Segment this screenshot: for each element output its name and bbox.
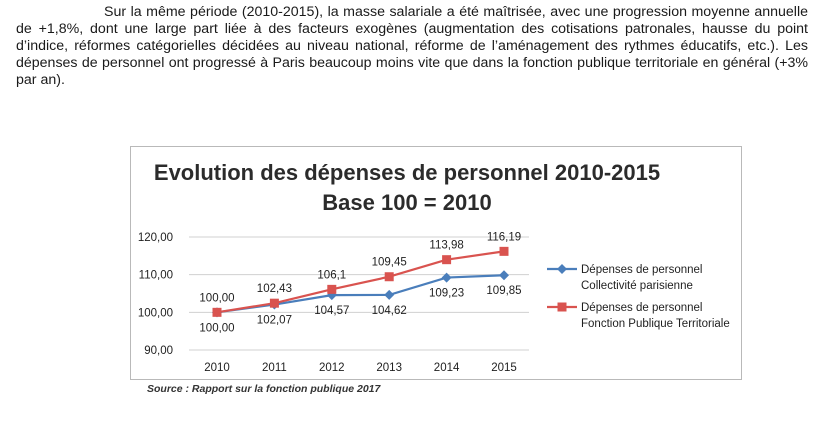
series-line [216,274,505,314]
x-tick-label: 2015 [491,362,517,374]
data-label: 104,57 [314,305,349,317]
data-point [384,272,394,282]
data-point [212,307,222,317]
y-tick-label: 100,00 [138,307,173,319]
data-point [442,255,452,265]
data-label: 102,07 [257,315,292,327]
series-line [216,250,505,314]
series-markers [212,246,509,318]
data-label: 109,45 [372,257,407,269]
gridlines [189,236,529,351]
legend-label: Fonction Publique Territoriale [581,318,730,330]
data-label: 102,43 [257,283,292,295]
y-axis-ticks: 90,00 100,00 110,00 120,00 [138,232,173,357]
source-note: Source : Rapport sur la fonction publiqu… [147,383,381,395]
legend-label: Dépenses de personnel [581,264,702,276]
data-label: 100,00 [199,322,234,334]
data-point [499,246,509,256]
y-tick-label: 90,00 [144,345,173,357]
data-label: 104,62 [372,305,407,317]
x-tick-label: 2014 [434,362,460,374]
x-tick-label: 2010 [204,362,230,374]
data-point [269,298,279,308]
legend-label: Dépenses de personnel [581,302,702,314]
data-point [327,284,337,294]
legend-marker [557,302,567,312]
x-axis-ticks: 2010 2011 2012 2013 2014 2015 [204,362,517,374]
y-tick-label: 110,00 [139,270,173,282]
x-tick-label: 2012 [319,362,345,374]
legend-marker [557,264,567,274]
data-label: 109,85 [486,285,521,297]
data-point [499,270,509,281]
chart-frame: Evolution des dépenses de personnel 2010… [130,146,742,380]
data-point [384,289,395,300]
data-point [441,272,452,283]
body-paragraph: Sur la même période (2010-2015), la mass… [16,4,808,88]
x-tick-label: 2011 [262,362,287,374]
data-label: 109,23 [429,288,464,300]
y-tick-label: 120,00 [138,232,173,244]
chart-title: Evolution des dépenses de personnel 2010… [154,160,660,185]
x-tick-label: 2013 [376,362,402,374]
data-label: 113,98 [429,240,463,252]
series-lines [216,250,505,314]
line-chart: Evolution des dépenses de personnel 2010… [138,160,730,374]
legend: Dépenses de personnel Collectivité parisi… [547,264,730,330]
data-label: 100,00 [199,292,234,304]
legend-label: Collectivité parisienne [581,280,693,292]
data-label: 106,1 [317,269,346,281]
chart-subtitle: Base 100 = 2010 [322,190,491,215]
data-labels: 100,00 102,07 104,57 104,62 109,23 109,85 100,… [199,231,521,334]
data-label: 116,19 [487,231,521,243]
